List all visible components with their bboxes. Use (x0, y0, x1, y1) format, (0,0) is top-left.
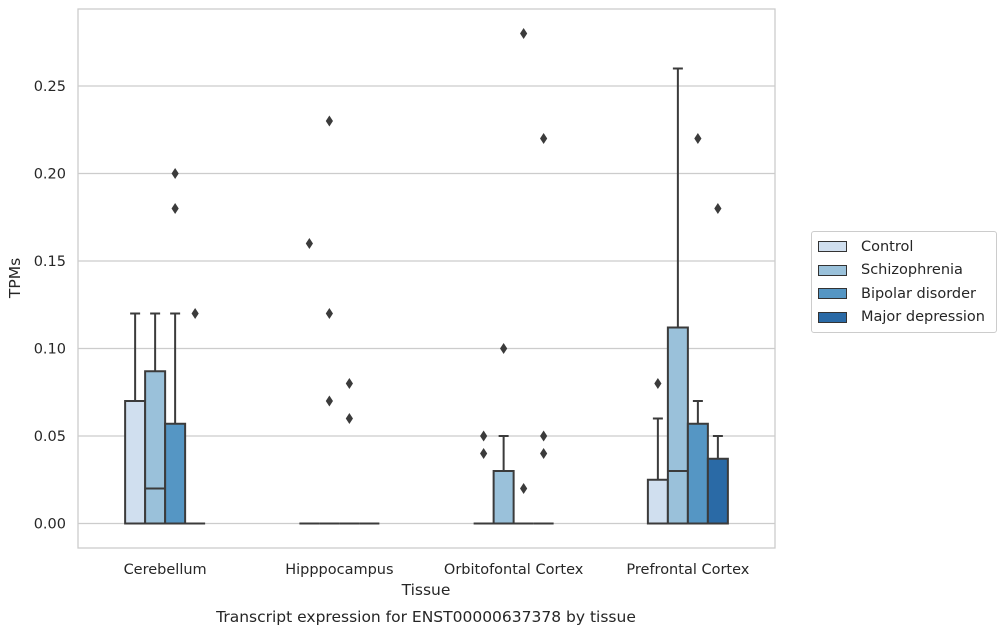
legend-swatch (818, 311, 847, 323)
legend-item: Bipolar disorder (812, 282, 996, 306)
box-plot-series (124, 28, 729, 525)
legend-swatch (818, 264, 847, 276)
series-bipolar-disorder (164, 28, 709, 525)
y-tick-label: 0.25 (34, 79, 66, 95)
box (646, 478, 669, 525)
legend-swatch (818, 241, 847, 253)
outlier-point (191, 308, 199, 319)
outlier-point (345, 413, 353, 424)
chart-caption: Transcript expression for ENST0000063737… (215, 608, 636, 626)
box (706, 457, 729, 525)
legend-item: Control (812, 235, 996, 259)
outlier-point (345, 378, 353, 389)
outlier-point (171, 168, 179, 179)
plot-frame (77, 8, 776, 549)
box (144, 370, 167, 525)
outlier-point (325, 308, 333, 319)
box (492, 470, 515, 525)
x-tick-label: Cerebellum (124, 562, 207, 578)
legend-label: Bipolar disorder (861, 285, 976, 302)
series-major-depression (185, 133, 729, 525)
x-axis-label: Tissue (401, 581, 451, 599)
legend-label: Schizophrenia (861, 262, 963, 279)
outlier-point (520, 28, 528, 39)
legend-item: Schizophrenia (812, 259, 996, 283)
outlier-point (540, 133, 548, 144)
box (164, 422, 187, 525)
box (124, 400, 147, 525)
x-axis-ticks: Cerebellum Hipppocampus Orbitofontal Corte… (124, 562, 750, 578)
x-tick-label: Prefrontal Cortex (626, 562, 749, 578)
legend: Control Schizophrenia Bipolar disorder Majo… (811, 231, 997, 333)
outlier-point (500, 343, 508, 354)
x-tick-label: Orbitofontal Cortex (444, 562, 584, 578)
outlier-point (325, 395, 333, 407)
outlier-point (520, 483, 528, 494)
y-tick-label: 0.20 (34, 167, 66, 183)
series-control (124, 238, 669, 525)
outlier-point (540, 430, 548, 442)
legend-item: Major depression (812, 306, 996, 330)
legend-swatch (818, 288, 847, 300)
x-tick-label: Hipppocampus (285, 562, 393, 578)
outlier-point (714, 203, 722, 214)
outlier-point (540, 448, 548, 459)
outlier-point (325, 115, 333, 127)
outlier-point (171, 203, 179, 214)
y-tick-label: 0.00 (34, 517, 66, 533)
outlier-point (654, 378, 662, 389)
legend-label: Control (861, 238, 914, 255)
outlier-point (480, 430, 488, 442)
outlier-point (694, 133, 702, 144)
y-tick-label: 0.05 (34, 429, 66, 445)
series-schizophrenia (144, 67, 689, 525)
box (686, 422, 709, 525)
y-tick-label: 0.10 (34, 342, 66, 358)
y-axis-label: TPMs (6, 258, 24, 299)
box (666, 326, 689, 525)
y-axis-ticks: 0.00 0.05 0.10 0.15 0.20 0.25 (34, 79, 66, 533)
y-tick-label: 0.15 (34, 254, 66, 270)
legend-label: Major depression (861, 309, 985, 326)
outlier-point (480, 448, 488, 459)
outlier-point (305, 238, 313, 249)
